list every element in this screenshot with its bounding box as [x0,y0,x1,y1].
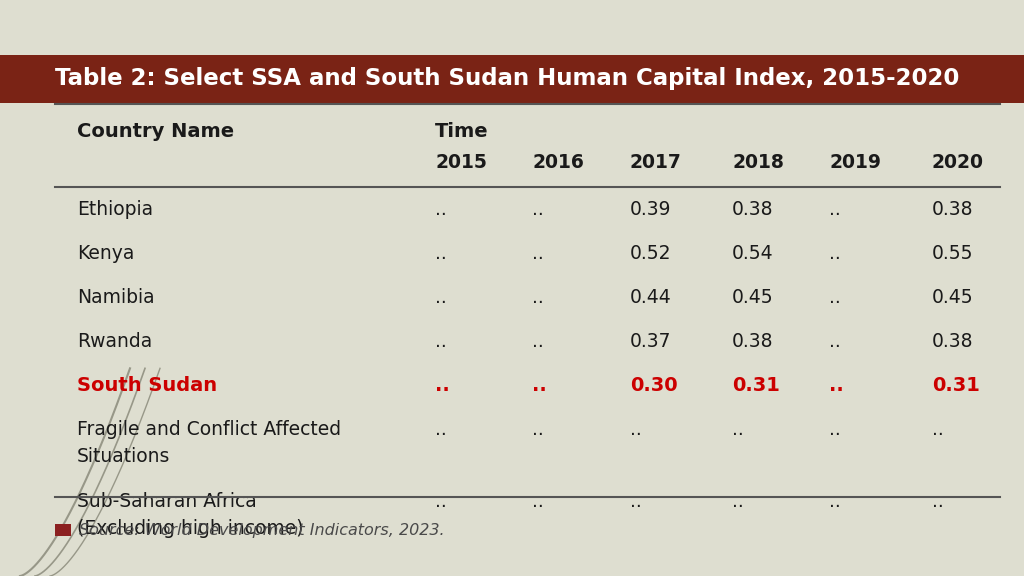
Text: 0.45: 0.45 [932,288,974,307]
Text: ..: .. [532,420,544,439]
Text: ..: .. [532,244,544,263]
Text: Rwanda: Rwanda [77,332,152,351]
Text: Fragile and Conflict Affected
Situations: Fragile and Conflict Affected Situations [77,420,341,465]
Text: Namibia: Namibia [77,288,155,307]
Text: ..: .. [732,492,743,511]
Text: 0.31: 0.31 [932,376,980,395]
Text: ..: .. [829,244,841,263]
Text: 0.30: 0.30 [630,376,678,395]
Text: 2018: 2018 [732,153,784,172]
Text: ..: .. [732,420,743,439]
Text: ..: .. [829,332,841,351]
Text: Country Name: Country Name [77,122,233,141]
Text: ..: .. [829,288,841,307]
Text: 0.54: 0.54 [732,244,774,263]
Text: 2015: 2015 [435,153,487,172]
Text: Ethiopia: Ethiopia [77,200,153,219]
Text: 2020: 2020 [932,153,984,172]
Text: 0.31: 0.31 [732,376,780,395]
Text: 0.39: 0.39 [630,200,672,219]
Text: ..: .. [532,492,544,511]
Text: ..: .. [435,200,446,219]
Text: ..: .. [829,420,841,439]
Text: ..: .. [630,420,641,439]
Text: 0.38: 0.38 [732,200,774,219]
Text: ..: .. [829,200,841,219]
Text: ..: .. [435,288,446,307]
Text: Time: Time [435,122,488,141]
Text: 0.52: 0.52 [630,244,672,263]
Text: 2017: 2017 [630,153,682,172]
Text: Kenya: Kenya [77,244,134,263]
Text: ..: .. [532,332,544,351]
Text: Table 2: Select SSA and South Sudan Human Capital Index, 2015-2020: Table 2: Select SSA and South Sudan Huma… [55,67,959,90]
Text: ..: .. [829,376,844,395]
Text: South Sudan: South Sudan [77,376,217,395]
Text: ..: .. [932,420,943,439]
Text: ..: .. [435,492,446,511]
Text: ..: .. [932,492,943,511]
Text: ..: .. [435,332,446,351]
Text: Source: World Development Indicators, 2023.: Source: World Development Indicators, 20… [79,522,444,537]
Text: ..: .. [435,376,450,395]
Text: 0.45: 0.45 [732,288,774,307]
Text: ..: .. [435,244,446,263]
Text: Sub-Saharan Africa
(Excluding high income): Sub-Saharan Africa (Excluding high incom… [77,492,303,537]
Text: 0.38: 0.38 [932,332,974,351]
Bar [55,524,71,536]
Text: ..: .. [435,420,446,439]
Text: 2019: 2019 [829,153,882,172]
Text: ..: .. [532,376,547,395]
Text: 0.38: 0.38 [732,332,774,351]
Text: ..: .. [630,492,641,511]
Text: 0.37: 0.37 [630,332,672,351]
Text: ..: .. [532,288,544,307]
Text: 0.38: 0.38 [932,200,974,219]
Text: 0.44: 0.44 [630,288,672,307]
Bar [0,55,1024,103]
Text: ..: .. [829,492,841,511]
Text: ..: .. [532,200,544,219]
Text: 2016: 2016 [532,153,585,172]
Text: 0.55: 0.55 [932,244,974,263]
